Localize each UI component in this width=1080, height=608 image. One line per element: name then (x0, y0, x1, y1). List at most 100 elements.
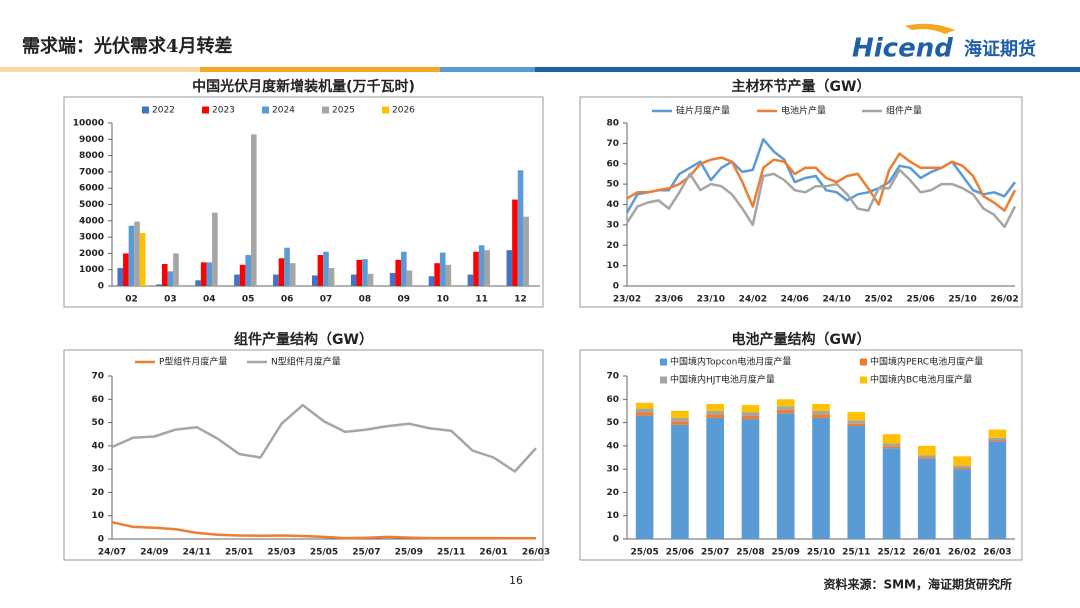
y-tick-label: 30 (606, 220, 619, 230)
x-tick-label: 25/05 (310, 548, 338, 558)
bar (478, 245, 485, 286)
y-tick-label: 40 (606, 441, 619, 451)
bar-segment (953, 456, 971, 466)
bar-segment (812, 414, 830, 418)
x-tick-label: 05 (242, 295, 255, 305)
bar-segment (882, 448, 901, 539)
header-bar (440, 67, 535, 72)
y-tick-label: 1000 (79, 265, 104, 275)
bar-segment (671, 421, 689, 425)
x-tick-label: 26/02 (990, 295, 1018, 305)
chart-title: 电池产量结构（GW） (732, 331, 871, 348)
bar (323, 251, 329, 286)
bar (128, 225, 135, 286)
x-tick-label: 26/01 (913, 548, 941, 558)
x-tick-label: 24/09 (140, 548, 168, 558)
legend-label: 2026 (392, 106, 415, 116)
y-tick-label: 10000 (73, 119, 104, 129)
y-tick-label: 50 (606, 418, 619, 428)
legend-label: 硅片月度产量 (676, 105, 730, 117)
bar (123, 253, 129, 286)
y-tick-label: 0 (613, 535, 619, 545)
bar (445, 264, 452, 286)
line-series (626, 152, 1017, 212)
bar-segment (953, 469, 971, 539)
bar (328, 268, 335, 286)
legend-label: 组件产量 (886, 105, 922, 117)
legend-swatch (202, 106, 209, 114)
bar-segment (741, 419, 760, 539)
x-tick-label: 23/02 (613, 295, 641, 305)
x-tick-label: 25/08 (736, 548, 764, 558)
y-tick-label: 8000 (79, 151, 104, 161)
bar (428, 276, 435, 286)
legend-swatch (262, 106, 269, 114)
bar-segment (812, 417, 830, 539)
x-tick-label: 25/07 (352, 548, 380, 558)
chart-frame (63, 349, 544, 561)
legend-label: 中国境内HJT电池月度产量 (670, 374, 775, 386)
y-tick-label: 10 (606, 511, 619, 521)
bar-segment (671, 410, 689, 418)
y-tick-label: 70 (606, 372, 619, 382)
bar-segment (776, 413, 795, 539)
bar-segment (812, 403, 830, 411)
bar (439, 252, 446, 286)
chart-title: 中国光伏月度新增装机量(万千瓦时) (192, 78, 415, 95)
x-tick-label: 08 (359, 295, 372, 305)
header-bar (200, 67, 440, 72)
x-tick-label: 24/06 (781, 295, 809, 305)
y-tick-label: 60 (606, 159, 619, 169)
x-tick-label: 25/06 (906, 295, 934, 305)
bar-segment (741, 415, 760, 420)
bar (156, 284, 162, 286)
line-series (625, 168, 1017, 229)
chart-frame (579, 349, 1023, 561)
y-tick-label: 50 (606, 180, 619, 190)
x-tick-label: 04 (203, 295, 216, 305)
legend-label: P型组件月度产量 (159, 356, 227, 368)
legend-label: 中国境内PERC电池月度产量 (870, 356, 983, 368)
header-bar (0, 67, 200, 72)
y-tick-label: 6000 (79, 184, 104, 194)
y-tick-label: 7000 (79, 167, 104, 177)
x-tick-label: 25/01 (225, 548, 253, 558)
x-tick-label: 23/10 (697, 295, 725, 305)
bar-segment (918, 455, 936, 458)
x-tick-label: 03 (164, 295, 177, 305)
bar (362, 259, 368, 286)
bar (173, 253, 179, 286)
page-number: 16 (509, 574, 523, 587)
y-tick-label: 10 (91, 511, 104, 521)
y-tick-label: 30 (606, 465, 619, 475)
bar (161, 263, 168, 286)
bar-segment (671, 417, 689, 422)
y-tick-label: 2000 (79, 249, 104, 259)
bar (506, 250, 513, 286)
legend-label: 2023 (212, 106, 235, 116)
bar (289, 263, 296, 286)
bar-segment (988, 429, 1007, 438)
bar (206, 262, 213, 286)
legend-label: 中国境内BC电池月度产量 (870, 374, 972, 386)
bar (250, 134, 257, 286)
legend-swatch (382, 106, 389, 114)
header-bar (535, 67, 1080, 72)
bar-segment (635, 415, 654, 539)
bar (523, 216, 529, 286)
bar (356, 259, 363, 286)
y-tick-label: 4000 (79, 216, 104, 226)
bar (311, 275, 318, 286)
x-tick-label: 23/06 (655, 295, 683, 305)
legend-swatch (660, 358, 667, 366)
bar-segment (882, 434, 901, 444)
bar (134, 221, 140, 286)
y-tick-label: 0 (98, 282, 104, 292)
legend-swatch (142, 106, 149, 114)
y-tick-label: 9000 (79, 135, 104, 145)
bar (401, 251, 407, 286)
bar (139, 233, 146, 286)
bar-segment (847, 412, 866, 421)
y-tick-label: 60 (91, 395, 104, 405)
